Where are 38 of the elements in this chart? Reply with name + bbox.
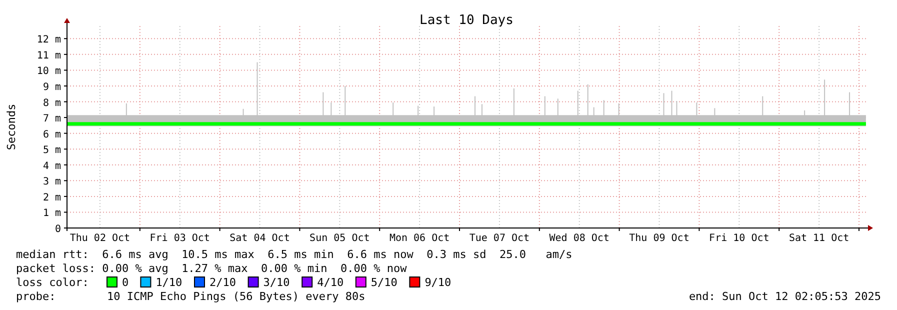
y-tick-label: 0 — [54, 224, 61, 235]
text: median rtt: 6.6 ms avg 10.5 ms max 6.5 ms min 6.6 ms now 0.3 ms sd 25.0 am/s — [16, 248, 572, 261]
y-tick-label: 12 m — [36, 34, 61, 46]
y-tick-label: 11 m — [36, 50, 61, 62]
text: probe: — [16, 290, 56, 303]
y-tick-label: 1 m — [42, 208, 61, 220]
x-tick-label: Sun 05 Oct — [310, 233, 370, 244]
y-tick-label: 3 m — [42, 176, 61, 188]
y-tick-label: 2 m — [42, 192, 61, 204]
text: 2/10 — [210, 276, 236, 289]
text: 9/10 — [424, 276, 452, 289]
text: end: Sun Oct 12 02:05:53 2025 — [688, 290, 881, 303]
text: loss color: — [16, 276, 89, 289]
x-tick-label: Fri 03 Oct — [150, 233, 210, 244]
y-tick-label: 7 m — [42, 114, 61, 125]
y-tick-label: 4 m — [42, 160, 61, 172]
x-tick-label: Thu 02 Oct — [70, 233, 130, 244]
text: 10 ICMP Echo Pings (56 Bytes) every 80s — [107, 290, 366, 303]
text: packet loss: 0.00 % avg 1.27 % max 0.00 % min 0.00 % now — [16, 262, 408, 275]
x-tick-label: Tue 07 Oct — [469, 233, 530, 244]
text: 4/10 — [317, 276, 344, 289]
chart-title: Last 10 Days — [420, 13, 514, 28]
text: 3/10 — [263, 276, 290, 289]
x-tick-label: Mon 06 Oct — [389, 233, 450, 244]
y-tick-label: 5 m — [42, 145, 61, 156]
x-tick-label: Wed 08 Oct — [549, 233, 610, 244]
y-tick-label: 6 m — [42, 129, 61, 140]
text: 5/10 — [370, 276, 398, 289]
x-tick-label: Sat 11 Oct — [788, 233, 850, 244]
x-tick-label: Sat 04 Oct — [230, 233, 290, 244]
y-axis-title: Seconds — [5, 104, 18, 150]
y-tick-label: 10 m — [36, 66, 61, 78]
y-tick-label: 8 m — [42, 98, 61, 109]
y-tick-label: 9 m — [42, 82, 61, 93]
x-tick-label: Fri 10 Oct — [709, 233, 770, 244]
text: 1/10 — [156, 276, 182, 289]
text: 0 — [122, 276, 129, 289]
x-tick-label: Thu 09 Oct — [629, 233, 690, 244]
